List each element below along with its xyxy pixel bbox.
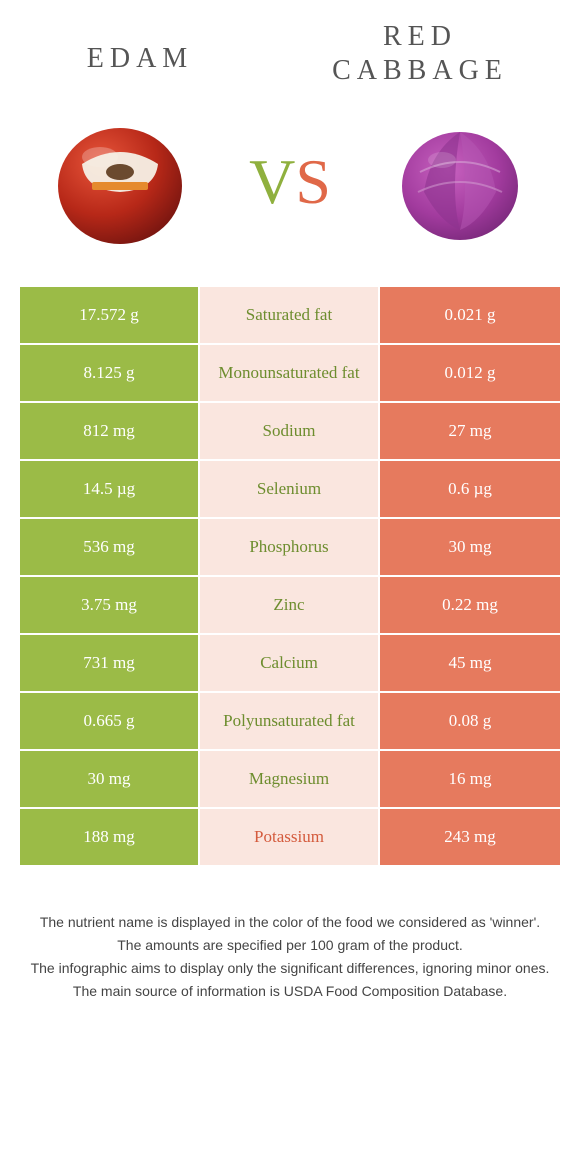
right-value: 0.6 µg bbox=[380, 461, 560, 517]
nutrient-label: Saturated fat bbox=[200, 287, 380, 343]
nutrient-label: Monounsaturated fat bbox=[200, 345, 380, 401]
left-value: 17.572 g bbox=[20, 287, 200, 343]
right-value: 45 mg bbox=[380, 635, 560, 691]
left-value: 3.75 mg bbox=[20, 577, 200, 633]
left-value: 536 mg bbox=[20, 519, 200, 575]
food-right-title: Red cabbage bbox=[300, 20, 540, 87]
right-value: 0.08 g bbox=[380, 693, 560, 749]
vs-v: V bbox=[249, 146, 295, 217]
left-value: 731 mg bbox=[20, 635, 200, 691]
nutrient-table: 17.572 gSaturated fat0.021 g8.125 gMonou… bbox=[20, 287, 560, 867]
nutrient-label: Phosphorus bbox=[200, 519, 380, 575]
right-value: 16 mg bbox=[380, 751, 560, 807]
nutrient-label: Polyunsaturated fat bbox=[200, 693, 380, 749]
nutrient-label: Potassium bbox=[200, 809, 380, 865]
table-row: 188 mgPotassium243 mg bbox=[20, 809, 560, 867]
footer-line: The amounts are specified per 100 gram o… bbox=[30, 935, 550, 956]
left-value: 8.125 g bbox=[20, 345, 200, 401]
nutrient-label: Sodium bbox=[200, 403, 380, 459]
vs-s: S bbox=[295, 146, 331, 217]
table-row: 17.572 gSaturated fat0.021 g bbox=[20, 287, 560, 345]
left-value: 0.665 g bbox=[20, 693, 200, 749]
table-row: 3.75 mgZinc0.22 mg bbox=[20, 577, 560, 635]
images-row: VS bbox=[0, 97, 580, 287]
nutrient-label: Magnesium bbox=[200, 751, 380, 807]
footer-line: The nutrient name is displayed in the co… bbox=[30, 912, 550, 933]
nutrient-label: Selenium bbox=[200, 461, 380, 517]
left-value: 30 mg bbox=[20, 751, 200, 807]
left-value: 812 mg bbox=[20, 403, 200, 459]
right-value: 30 mg bbox=[380, 519, 560, 575]
table-row: 14.5 µgSelenium0.6 µg bbox=[20, 461, 560, 519]
table-row: 0.665 gPolyunsaturated fat0.08 g bbox=[20, 693, 560, 751]
right-value: 0.22 mg bbox=[380, 577, 560, 633]
footer-line: The main source of information is USDA F… bbox=[30, 981, 550, 1002]
table-row: 8.125 gMonounsaturated fat0.012 g bbox=[20, 345, 560, 403]
edam-image bbox=[50, 112, 190, 252]
right-value: 0.021 g bbox=[380, 287, 560, 343]
right-value: 27 mg bbox=[380, 403, 560, 459]
right-value: 243 mg bbox=[380, 809, 560, 865]
cabbage-image bbox=[390, 112, 530, 252]
table-row: 536 mgPhosphorus30 mg bbox=[20, 519, 560, 577]
table-row: 30 mgMagnesium16 mg bbox=[20, 751, 560, 809]
footer-line: The infographic aims to display only the… bbox=[30, 958, 550, 979]
left-value: 14.5 µg bbox=[20, 461, 200, 517]
table-row: 812 mgSodium27 mg bbox=[20, 403, 560, 461]
nutrient-label: Zinc bbox=[200, 577, 380, 633]
left-value: 188 mg bbox=[20, 809, 200, 865]
right-value: 0.012 g bbox=[380, 345, 560, 401]
header: EDAM Red cabbage bbox=[0, 0, 580, 97]
footer-notes: The nutrient name is displayed in the co… bbox=[0, 867, 580, 1002]
food-left-title: EDAM bbox=[40, 42, 240, 76]
table-row: 731 mgCalcium45 mg bbox=[20, 635, 560, 693]
nutrient-label: Calcium bbox=[200, 635, 380, 691]
vs-label: VS bbox=[249, 145, 331, 219]
